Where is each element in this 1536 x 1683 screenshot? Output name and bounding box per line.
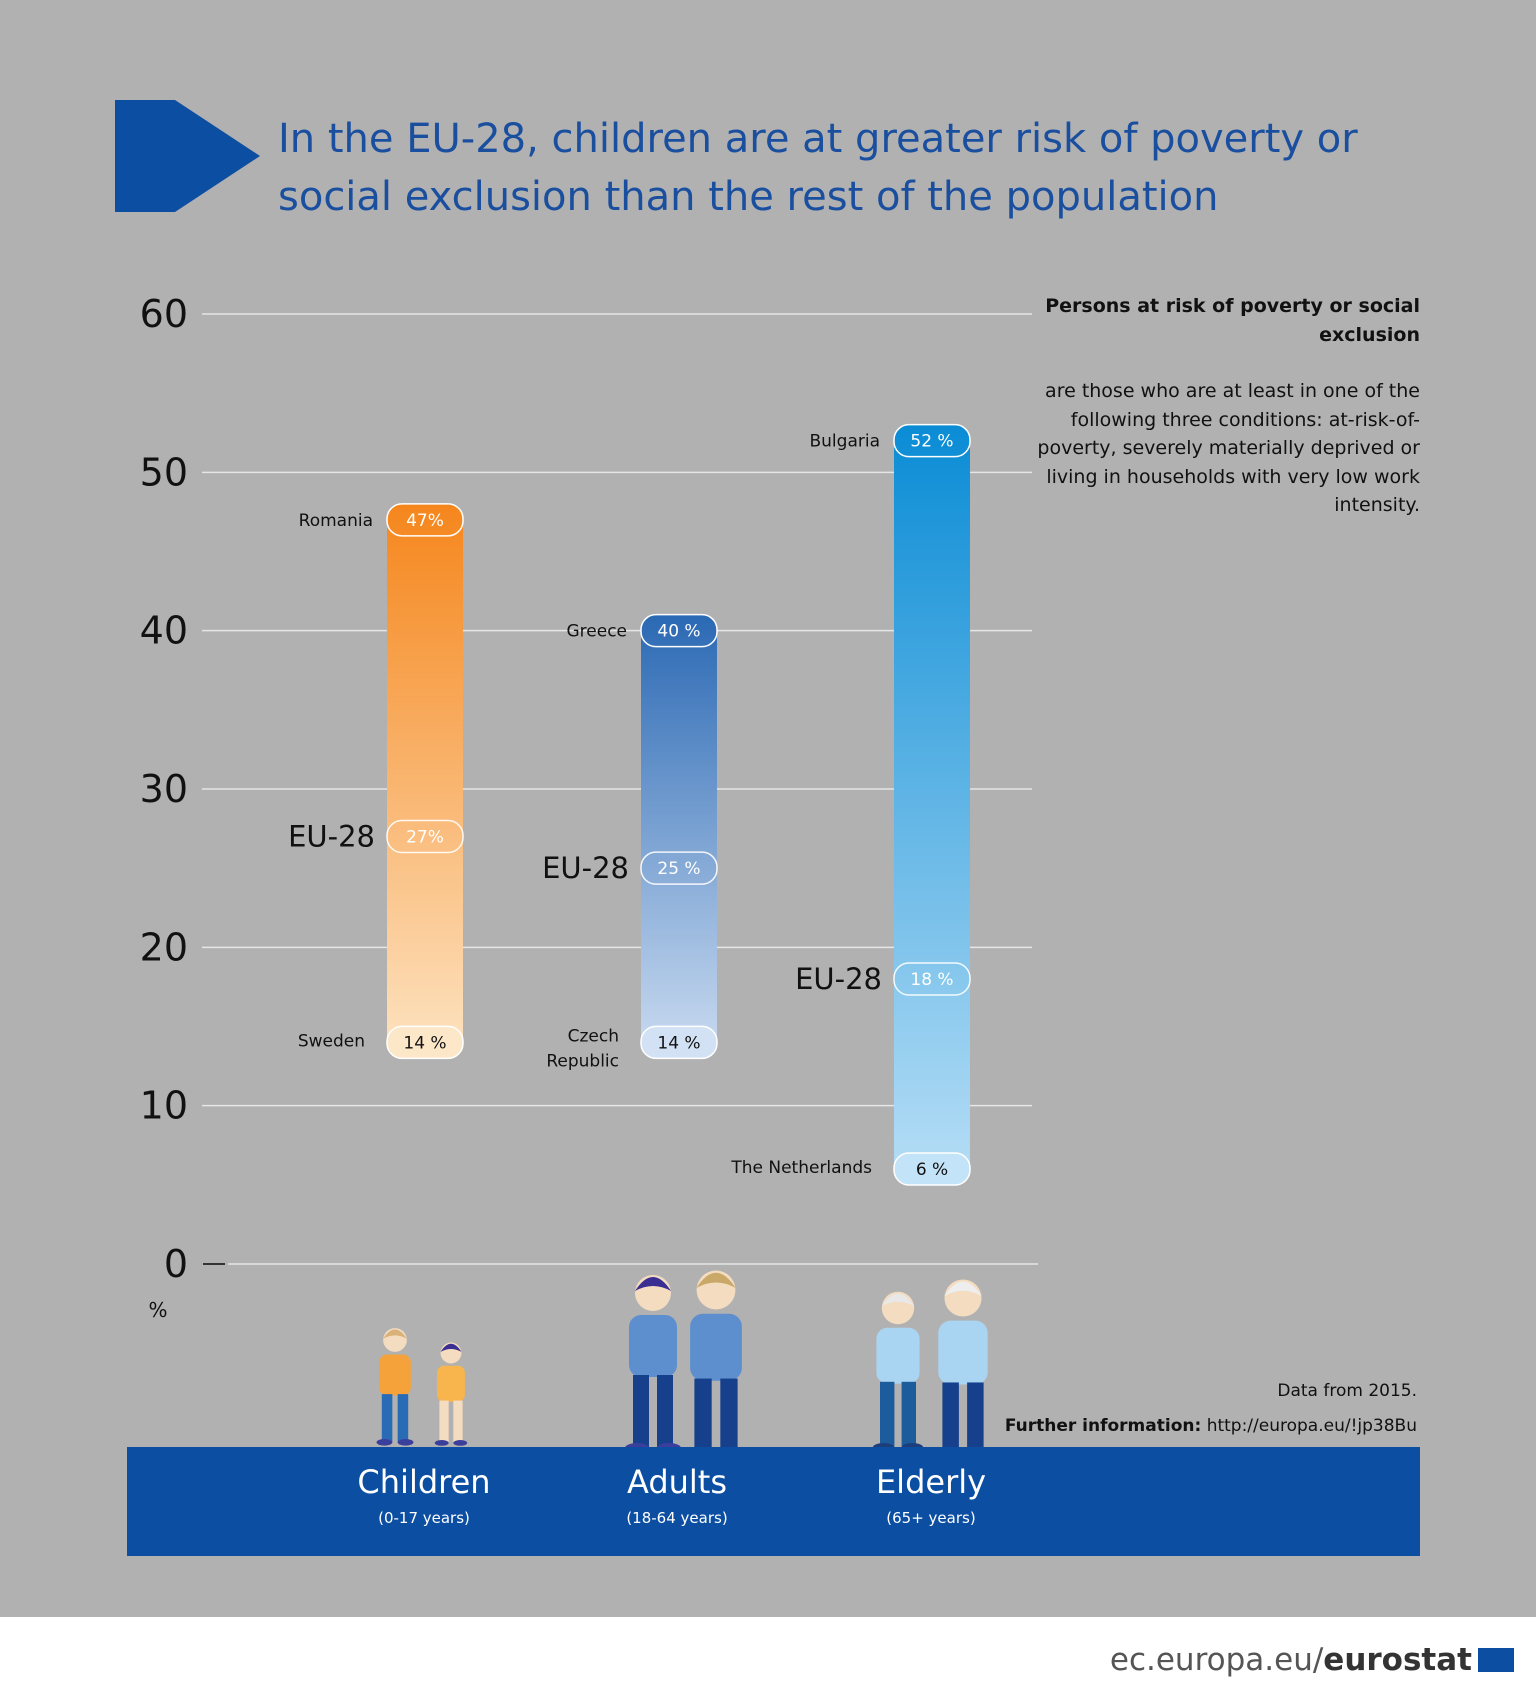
age-group-band: Children (0-17 years) Adults (18-64 year…	[127, 1447, 1420, 1556]
hair	[440, 1343, 462, 1352]
footer-brand[interactable]: eurostat	[1323, 1642, 1472, 1678]
y-tick-label: 50	[140, 450, 188, 494]
girl-icon	[434, 1342, 468, 1446]
min-value-pill	[893, 1152, 971, 1186]
min-value-label: 14 %	[403, 1033, 446, 1053]
max-value-label: 47%	[406, 511, 444, 531]
definition-note: Persons at risk of poverty or social exc…	[1030, 292, 1420, 520]
hair	[635, 1277, 671, 1291]
further-info: Further information: http://europa.eu/!j…	[960, 1409, 1417, 1444]
group-age: (0-17 years)	[378, 1509, 470, 1527]
boy-icon	[376, 1328, 414, 1446]
page-title: In the EU-28, children are at greater ri…	[278, 116, 1358, 220]
min-country-label: Sweden	[298, 1031, 365, 1051]
min-value-label: 14 %	[657, 1033, 700, 1053]
torso	[379, 1354, 411, 1396]
source-info: Data from 2015. Further information: htt…	[960, 1374, 1417, 1444]
left-shoe	[434, 1440, 449, 1446]
min-country-label: Republic	[546, 1051, 619, 1071]
y-tick-label: 0	[164, 1242, 188, 1286]
y-tick-label: 20	[140, 925, 188, 969]
group-name: Children	[357, 1463, 491, 1501]
min-value-pill	[386, 1025, 464, 1060]
left-shoe	[376, 1439, 393, 1446]
min-country-label: The Netherlands	[730, 1158, 872, 1178]
woman-icon	[625, 1275, 681, 1453]
further-info-label: Further information:	[1004, 1416, 1202, 1436]
hair	[881, 1293, 915, 1307]
group-elderly: Elderly (65+ years)	[811, 1461, 1051, 1533]
max-country-label: Bulgaria	[810, 432, 881, 452]
left-leg	[381, 1394, 393, 1442]
elderly-man-icon	[934, 1279, 992, 1463]
max-value-pill	[386, 503, 464, 537]
y-tick-label: 30	[140, 767, 188, 811]
right-leg	[901, 1381, 916, 1447]
note-title: Persons at risk of poverty or social exc…	[1045, 295, 1420, 346]
eu-value-label: 27%	[406, 828, 444, 848]
max-value-pill	[640, 613, 718, 648]
note-body: are those who are at least in one of the…	[1037, 380, 1420, 516]
hair	[944, 1281, 982, 1296]
min-value-pill	[640, 1025, 718, 1060]
y-tick-label: 40	[140, 609, 188, 653]
left-leg	[439, 1400, 449, 1443]
group-adults: Adults (18-64 years)	[557, 1461, 797, 1533]
eu-value-label: 25 %	[657, 859, 700, 879]
right-leg	[967, 1382, 984, 1457]
range-bar-children	[387, 503, 463, 1059]
hair	[383, 1329, 407, 1339]
y-tick-label: 10	[140, 1084, 188, 1128]
right-leg	[453, 1400, 463, 1443]
eu-value-pill	[386, 819, 464, 854]
group-age: (18-64 years)	[626, 1509, 728, 1527]
left-leg	[633, 1375, 649, 1447]
group-age: (65+ years)	[886, 1509, 976, 1527]
right-leg	[397, 1394, 409, 1442]
range-bar-adults	[641, 614, 717, 1059]
eu-flag-icon	[1478, 1648, 1514, 1672]
man-icon	[685, 1270, 747, 1463]
max-value-label: 40 %	[657, 622, 700, 642]
torso	[690, 1313, 742, 1381]
max-value-pill	[893, 423, 971, 458]
title-arrow-icon	[115, 100, 260, 212]
left-leg	[694, 1378, 712, 1457]
range-bar-elderly	[894, 424, 970, 1186]
torso	[938, 1320, 988, 1385]
right-leg	[720, 1378, 738, 1457]
eu-average-label: EU-28	[795, 962, 882, 996]
torso	[437, 1365, 465, 1402]
left-leg	[880, 1381, 895, 1447]
right-leg	[657, 1375, 673, 1447]
group-children: Children (0-17 years)	[304, 1461, 544, 1533]
right-shoe	[453, 1440, 468, 1446]
eu-average-label: EU-28	[542, 851, 629, 885]
eu-value-pill	[893, 962, 971, 996]
y-tick-label: 60	[140, 292, 188, 336]
min-value-label: 6 %	[916, 1160, 948, 1180]
max-country-label: Greece	[566, 622, 627, 642]
torso	[876, 1327, 920, 1384]
footer: ec.europa.eu/eurostat	[1110, 1640, 1514, 1680]
footer-site[interactable]: ec.europa.eu/	[1109, 1642, 1324, 1678]
group-name: Elderly	[875, 1463, 987, 1501]
left-leg	[942, 1382, 959, 1457]
hair	[696, 1272, 736, 1288]
eu-average-label: EU-28	[288, 820, 375, 854]
max-country-label: Romania	[299, 511, 373, 531]
min-country-label: Czech	[568, 1026, 619, 1046]
eu-value-pill	[640, 851, 718, 885]
y-axis-unit: %	[148, 1298, 167, 1322]
elderly-woman-icon	[872, 1291, 924, 1452]
group-name: Adults	[626, 1463, 728, 1501]
data-year: Data from 2015.	[1277, 1381, 1417, 1401]
right-shoe	[397, 1439, 414, 1446]
range-bar-chart: 0 10 20 30 40 50 60% 47% Romania 27% EU-28 14 % Swe…	[140, 292, 1038, 1463]
eu-value-label: 18 %	[910, 970, 953, 990]
infographic-panel: In the EU-28, children are at greater ri…	[0, 0, 1536, 1617]
max-value-label: 52 %	[910, 432, 953, 452]
torso	[629, 1315, 677, 1377]
further-info-link[interactable]: http://europa.eu/!jp38Bu	[1206, 1416, 1417, 1436]
